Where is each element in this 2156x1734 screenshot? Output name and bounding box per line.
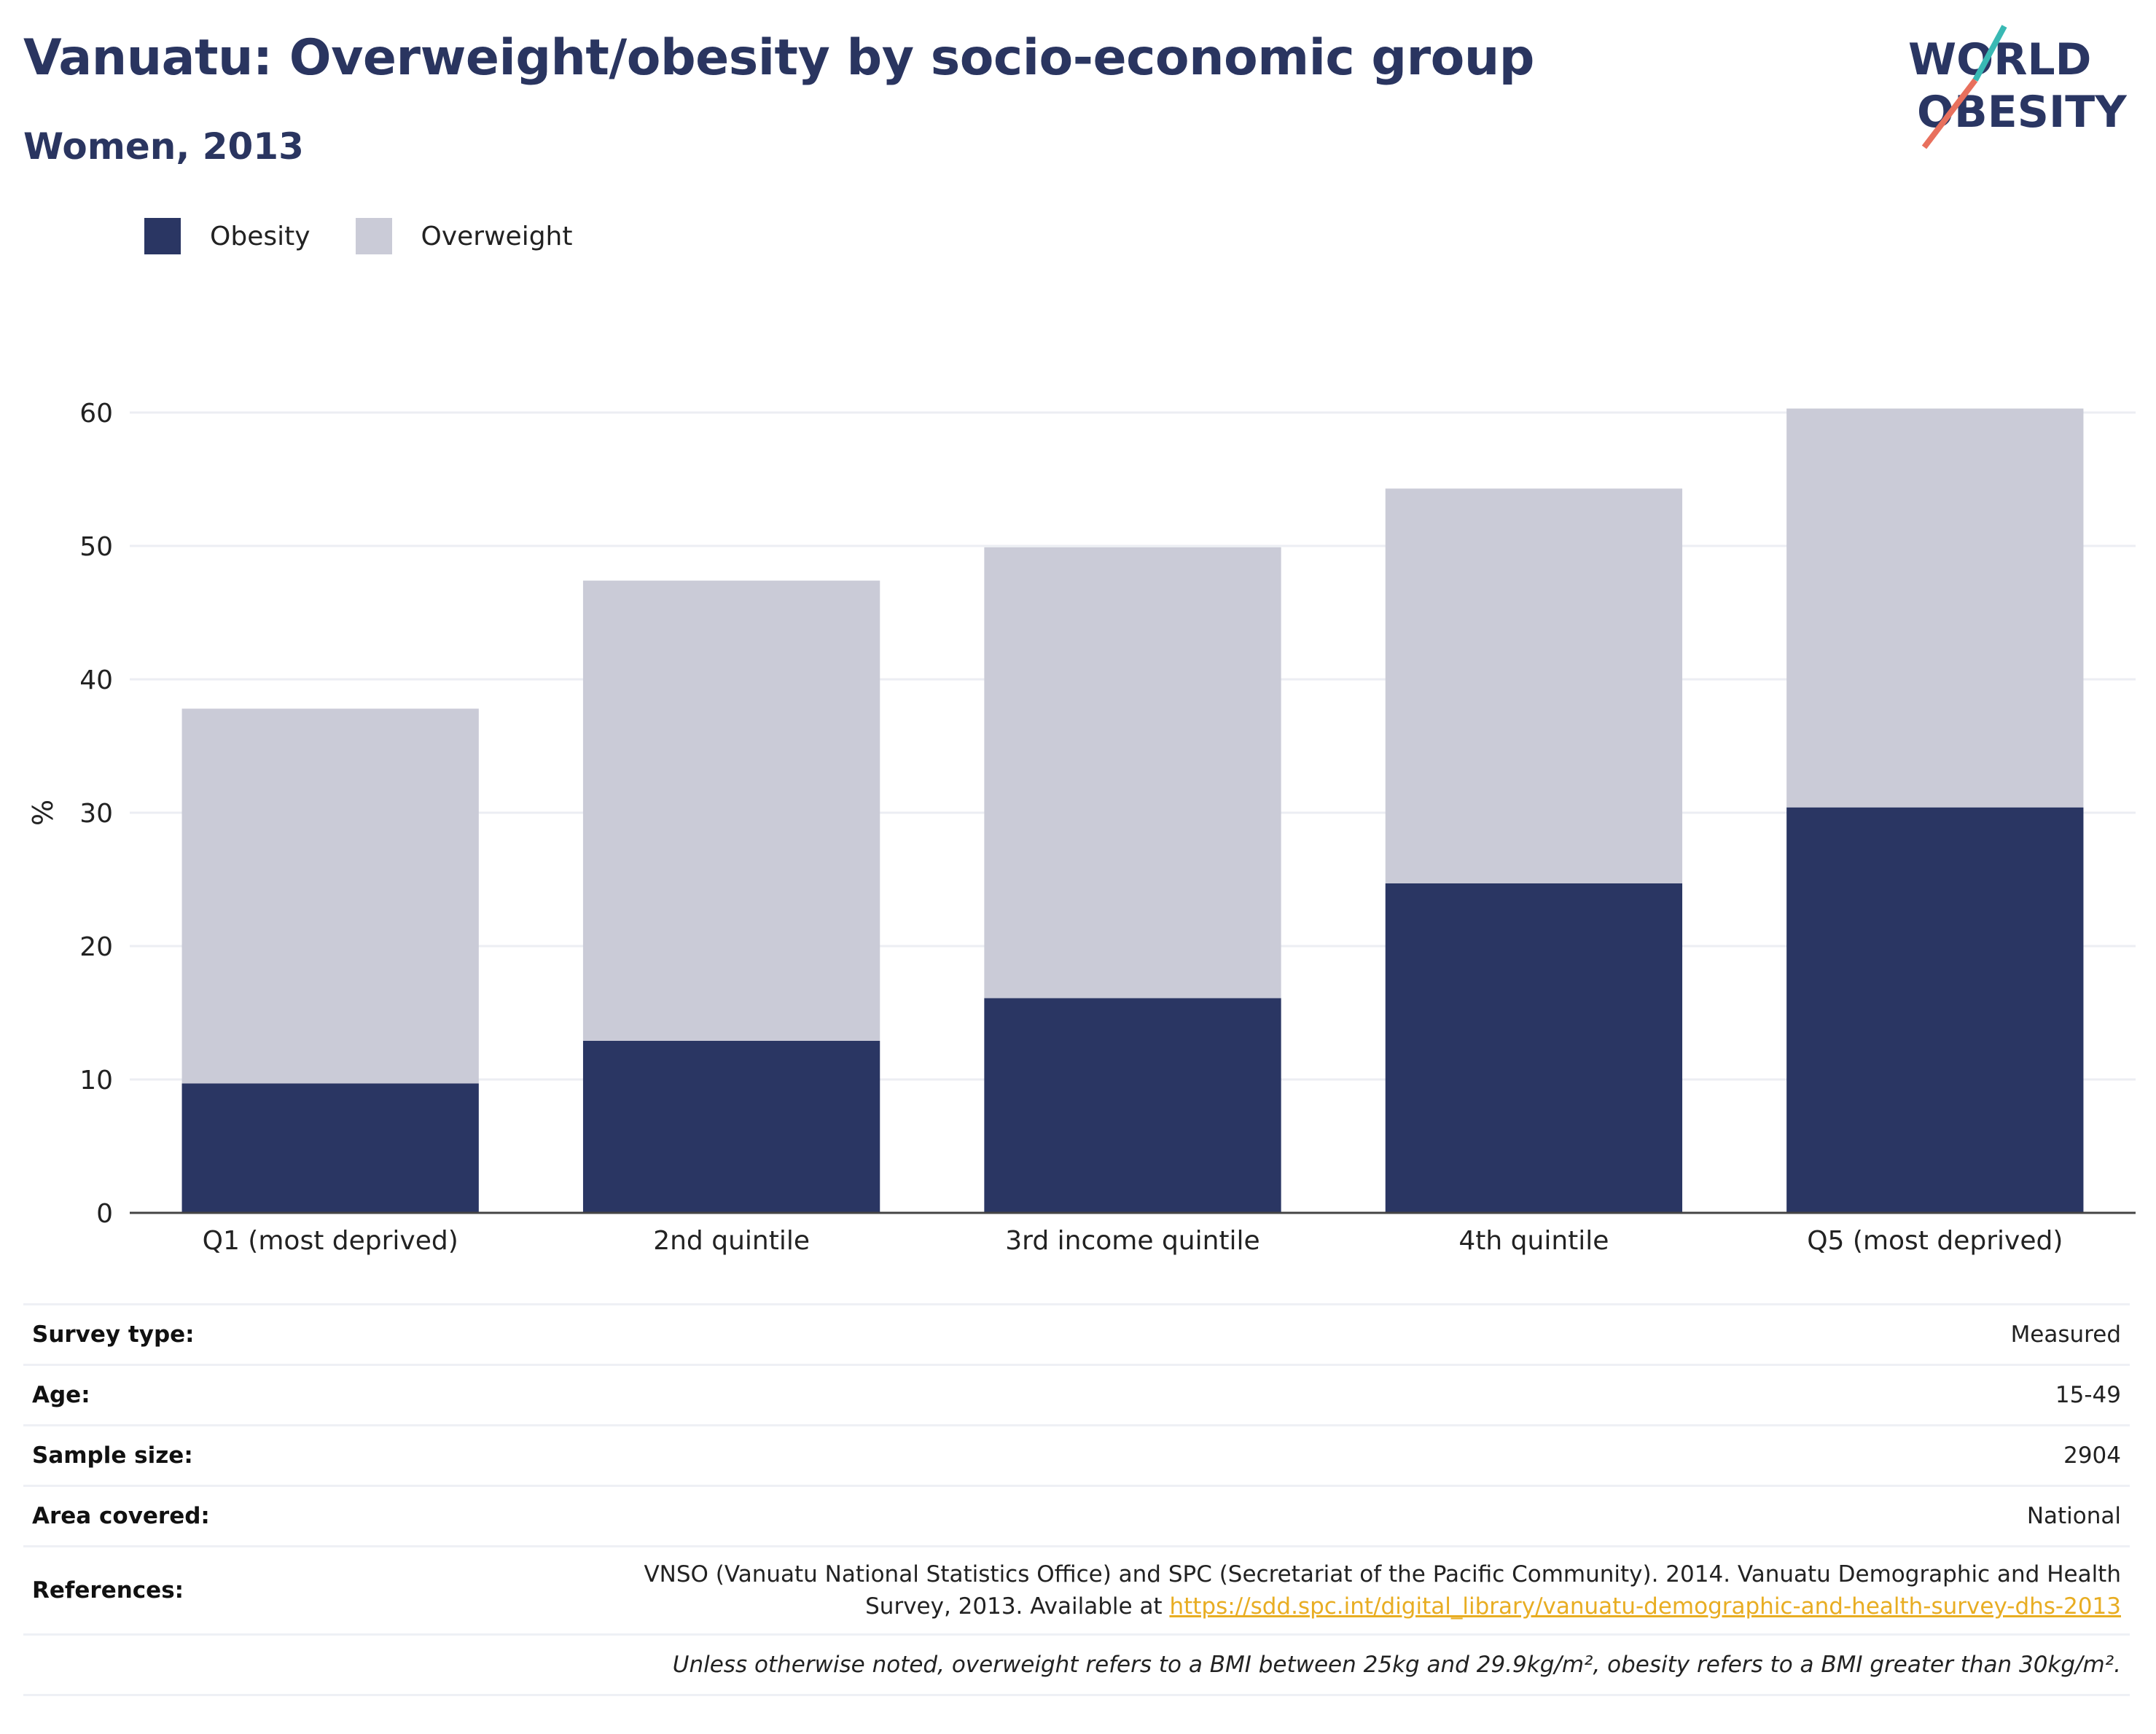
world-obesity-logo: WORLD OBESITY [1908, 25, 2128, 149]
info-row-age: Age: 15-49 [23, 1364, 2130, 1424]
y-tick-label: 20 [79, 932, 113, 962]
info-row-references: References: VNSO (Vanuatu National Stati… [23, 1545, 2130, 1633]
info-key: Survey type: [32, 1321, 195, 1348]
info-value: National [2026, 1503, 2121, 1529]
y-axis-ticks: 0 10 20 30 40 50 60 [79, 399, 113, 1229]
references-line1: VNSO (Vanuatu National Statistics Office… [644, 1561, 2121, 1587]
bar-overweight-5[interactable] [1786, 408, 2084, 808]
y-axis-title: % [27, 800, 59, 826]
y-tick-label: 60 [79, 399, 113, 429]
bmi-note: Unless otherwise noted, overweight refer… [672, 1652, 2121, 1678]
x-tick-label: 4th quintile [1458, 1226, 1609, 1256]
x-axis-ticks: Q1 (most deprived) 2nd quintile 3rd income… [203, 1226, 2063, 1256]
info-value: 15-49 [2055, 1382, 2121, 1408]
legend-swatch-obesity [144, 218, 181, 254]
survey-info-table: Survey type: Measured Age: 15-49 Sample … [23, 1303, 2130, 1696]
bar-overweight-4[interactable] [1385, 488, 1683, 883]
chart-subtitle: Women, 2013 [23, 125, 304, 168]
bar-obesity-1[interactable] [181, 1083, 479, 1213]
references-link[interactable]: https://sdd.spc.int/digital_library/vanu… [1169, 1593, 2121, 1620]
bar-overweight-3[interactable] [984, 547, 1281, 999]
x-tick-label: Q5 (most deprived) [1807, 1226, 2063, 1256]
logo-slash-coral [1921, 78, 1978, 149]
info-row-area-covered: Area covered: National [23, 1485, 2130, 1545]
bar-chart: 0 10 20 30 40 50 60 Q1 (most deprived) 2nd quin… [27, 399, 2136, 1256]
legend: Obesity Overweight [144, 217, 617, 255]
bar-obesity-4[interactable] [1385, 883, 1683, 1213]
y-tick-label: 30 [79, 799, 113, 829]
references-line2: Survey, 2013. Available at [865, 1593, 1163, 1620]
x-tick-label: Q1 (most deprived) [203, 1226, 458, 1256]
legend-label-obesity[interactable]: Obesity [210, 221, 310, 251]
logo-slash-teal [1972, 25, 2007, 82]
info-key: Area covered: [32, 1503, 210, 1529]
x-tick-label: 3rd income quintile [1005, 1226, 1259, 1256]
logo-line1: WORLD [1908, 34, 2091, 85]
info-key: Age: [32, 1382, 90, 1408]
info-key: References: [32, 1577, 184, 1604]
y-tick-label: 40 [79, 665, 113, 695]
bar-obesity-2[interactable] [582, 1040, 880, 1213]
legend-label-overweight[interactable]: Overweight [421, 221, 573, 251]
info-row-survey-type: Survey type: Measured [23, 1303, 2130, 1364]
y-tick-label: 10 [79, 1066, 113, 1096]
bar-overweight-2[interactable] [582, 580, 880, 1041]
y-tick-label: 0 [96, 1199, 113, 1229]
legend-swatch-overweight [355, 218, 392, 254]
info-row-sample-size: Sample size: 2904 [23, 1424, 2130, 1485]
bars [181, 408, 2084, 1213]
bar-obesity-5[interactable] [1786, 807, 2084, 1213]
bar-obesity-3[interactable] [984, 998, 1281, 1213]
y-tick-label: 50 [79, 532, 113, 562]
info-value: 2904 [2063, 1442, 2121, 1469]
info-key: Sample size: [32, 1442, 193, 1469]
x-tick-label: 2nd quintile [653, 1226, 810, 1256]
info-value: Measured [2010, 1321, 2121, 1348]
bar-overweight-1[interactable] [181, 708, 479, 1084]
info-row-note: Unless otherwise noted, overweight refer… [23, 1633, 2130, 1696]
references-text: VNSO (Vanuatu National Statistics Office… [644, 1558, 2121, 1622]
chart-title: Vanuatu: Overweight/obesity by socio-eco… [23, 29, 1534, 87]
